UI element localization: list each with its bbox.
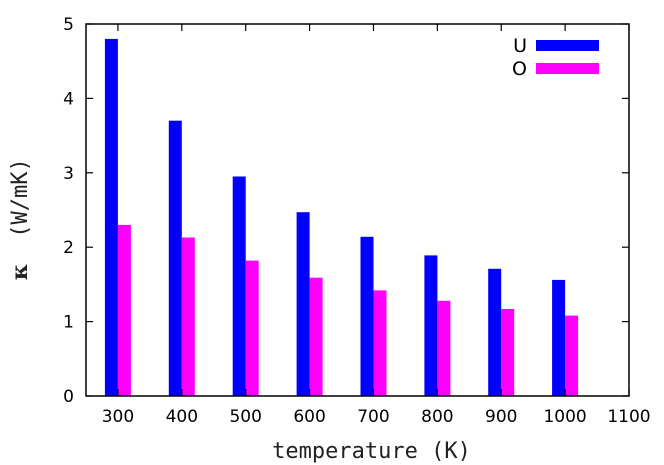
x-tick-label-900: 900 [485, 407, 517, 427]
bar-u-400 [168, 120, 182, 396]
x-axis-label: temperature (K) [272, 439, 471, 464]
x-tick-label-600: 600 [293, 407, 325, 427]
x-tick-label-800: 800 [421, 407, 453, 427]
bar-o-500 [245, 260, 259, 396]
y-axis-symbol: κ [7, 264, 33, 281]
bar-u-700 [360, 236, 374, 396]
legend-swatch-u [536, 40, 599, 51]
plot-frame [85, 23, 630, 397]
bar-o-900 [501, 309, 515, 396]
bar-o-600 [309, 277, 323, 396]
y-tick-label-5: 5 [63, 15, 74, 35]
bar-o-400 [181, 237, 195, 396]
y-axis-label: κ (W/mK) [7, 158, 33, 280]
bar-u-800 [424, 255, 438, 396]
bar-u-900 [488, 268, 502, 396]
y-tick-label-0: 0 [63, 387, 74, 407]
bar-u-600 [296, 212, 310, 396]
ticks-group: 0 1 2 3 4 5 300 400 500 600 700 800 900 1000 1100 [63, 15, 650, 427]
legend-label-u: U [513, 35, 527, 57]
bar-o-1000 [565, 315, 579, 396]
bar-u-500 [232, 176, 246, 396]
x-tick-label-500: 500 [229, 407, 261, 427]
y-axis-unit: (W/mK) [8, 158, 33, 237]
legend-swatch-o [536, 63, 599, 74]
y-tick-label-3: 3 [63, 164, 74, 184]
legend: U O [512, 35, 599, 80]
x-tick-label-1100: 1100 [607, 407, 650, 427]
bar-u-1000 [552, 279, 566, 396]
x-tick-label-1000: 1000 [543, 407, 586, 427]
bar-u-300 [104, 38, 118, 397]
x-tick-label-300: 300 [102, 407, 134, 427]
legend-label-o: O [512, 58, 527, 80]
bar-o-700 [373, 290, 387, 396]
bars-group [104, 38, 579, 397]
bar-o-300 [117, 224, 131, 396]
x-tick-label-700: 700 [357, 407, 389, 427]
y-tick-label-1: 1 [63, 313, 74, 333]
y-tick-label-4: 4 [63, 89, 74, 109]
x-tick-label-400: 400 [166, 407, 198, 427]
bar-o-800 [437, 300, 451, 396]
y-tick-label-2: 2 [63, 238, 74, 258]
